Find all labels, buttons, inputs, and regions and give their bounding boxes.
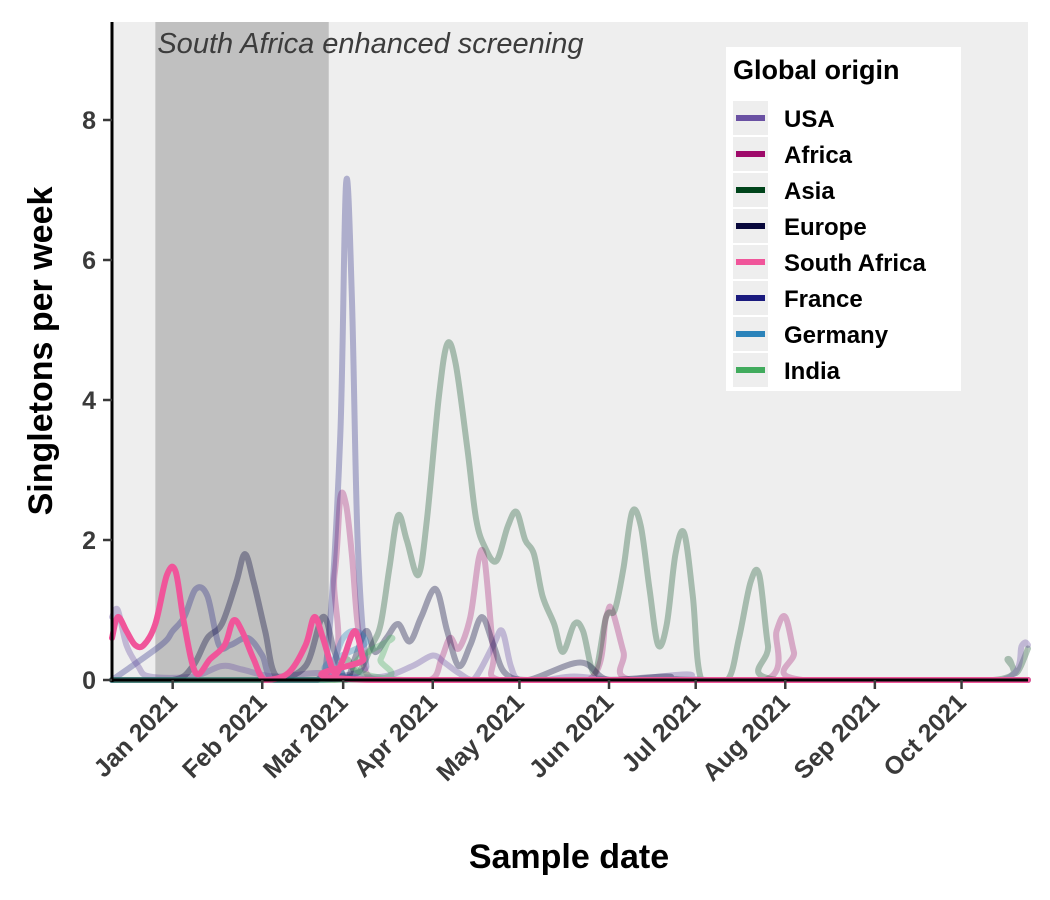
y-tick-label: 8 xyxy=(82,107,96,135)
x-tick-label: Feb 2021 xyxy=(177,688,273,784)
x-tick-label: Aug 2021 xyxy=(697,688,795,786)
legend-item-europe: Europe xyxy=(733,209,867,243)
y-tick-label: 6 xyxy=(82,247,96,275)
legend-label: USA xyxy=(784,106,835,133)
y-tick-label: 2 xyxy=(82,527,96,555)
legend-item-usa: USA xyxy=(733,101,835,135)
legend-label: India xyxy=(784,358,841,385)
x-tick-label: May 2021 xyxy=(431,688,529,786)
legend-label: South Africa xyxy=(784,250,926,277)
y-tick-label: 4 xyxy=(82,387,96,415)
legend-item-africa: Africa xyxy=(733,137,853,171)
legend-label: Europe xyxy=(784,214,867,241)
x-tick-label: Sep 2021 xyxy=(789,688,886,785)
screening-shaded-region xyxy=(155,22,329,680)
legend-item-india: India xyxy=(733,353,841,387)
legend-item-france: France xyxy=(733,281,863,315)
legend-title: Global origin xyxy=(733,55,900,85)
screening-annotation-label: South Africa enhanced screening xyxy=(157,28,583,60)
legend-item-south-africa: South Africa xyxy=(733,245,926,279)
series-line-south-africa xyxy=(109,563,1031,684)
series-line-france xyxy=(109,175,1031,684)
series-line-europe xyxy=(109,551,1031,684)
legend-item-asia: Asia xyxy=(733,173,835,207)
x-tick-label: Jan 2021 xyxy=(88,688,183,783)
legend-label: France xyxy=(784,286,863,313)
legend-item-germany: Germany xyxy=(733,317,889,351)
legend-label: Asia xyxy=(784,178,835,205)
series-line-africa xyxy=(109,489,1031,684)
x-axis-title: Sample date xyxy=(469,838,669,876)
y-tick-label: 0 xyxy=(82,667,96,695)
x-tick-label: Jun 2021 xyxy=(524,688,620,784)
legend-label: Africa xyxy=(784,142,853,169)
x-tick-label: Apr 2021 xyxy=(348,688,443,783)
legend-label: Germany xyxy=(784,322,889,349)
x-tick-label: Jul 2021 xyxy=(616,688,706,778)
legend: Global origin USA Africa Asia Europe South A… xyxy=(726,47,961,391)
y-axis-title: Singletons per week xyxy=(22,187,60,516)
series-line-asia xyxy=(109,339,1031,684)
y-axis-ticks: 0 2 4 6 8 xyxy=(82,107,112,695)
x-tick-label: Oct 2021 xyxy=(878,688,972,782)
x-tick-label: Mar 2021 xyxy=(258,688,354,784)
